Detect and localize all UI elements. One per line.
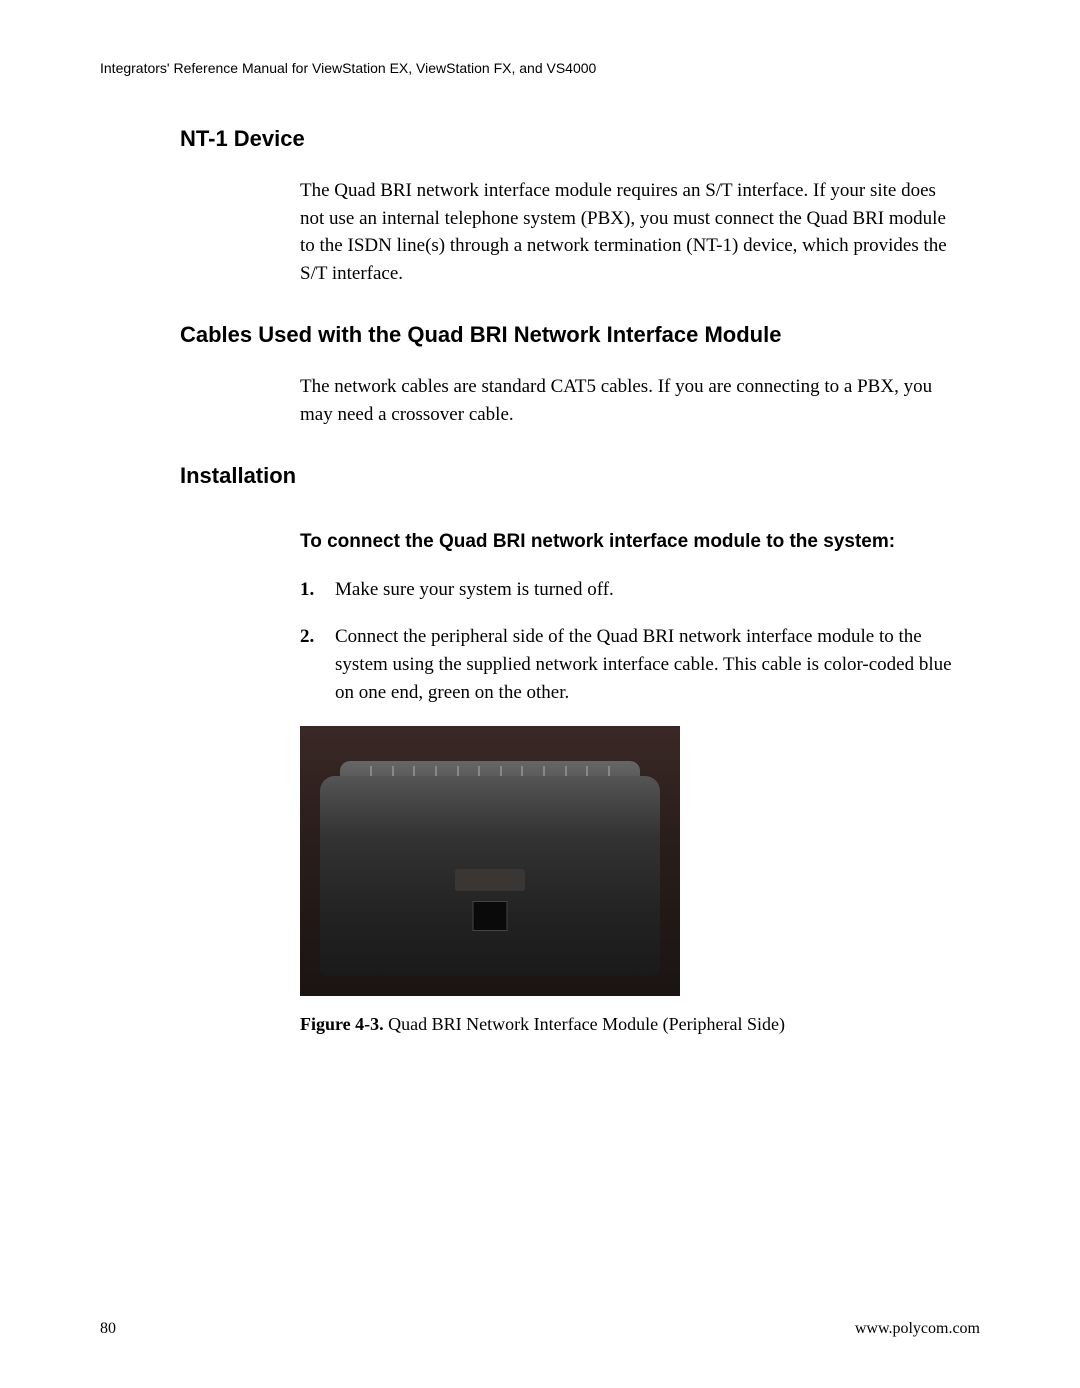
page-number: 80: [100, 1320, 116, 1338]
figure-4-3-caption: Figure 4-3. Quad BRI Network Interface M…: [300, 1014, 980, 1035]
step-2-text: Connect the peripheral side of the Quad …: [335, 623, 960, 706]
step-2-number: 2.: [300, 623, 335, 706]
figure-caption-content: Quad BRI Network Interface Module (Perip…: [388, 1014, 785, 1034]
cables-body: The network cables are standard CAT5 cab…: [300, 373, 960, 428]
installation-subheading: To connect the Quad BRI network interfac…: [300, 529, 960, 556]
step-1-text: Make sure your system is turned off.: [335, 576, 960, 604]
page-footer: 80 www.polycom.com: [100, 1320, 980, 1338]
step-2: 2. Connect the peripheral side of the Qu…: [300, 623, 960, 706]
running-header: Integrators' Reference Manual for ViewSt…: [100, 60, 980, 76]
cables-heading: Cables Used with the Quad BRI Network In…: [180, 322, 980, 348]
device-photo: [300, 726, 680, 996]
step-1: 1. Make sure your system is turned off.: [300, 576, 960, 604]
footer-url: www.polycom.com: [855, 1320, 980, 1338]
figure-label: Figure 4-3.: [300, 1014, 384, 1034]
nt1-device-heading: NT-1 Device: [180, 126, 980, 152]
installation-heading: Installation: [180, 463, 980, 489]
nt1-device-body: The Quad BRI network interface module re…: [300, 177, 960, 287]
step-1-number: 1.: [300, 576, 335, 604]
figure-4-3-image: [300, 726, 980, 996]
